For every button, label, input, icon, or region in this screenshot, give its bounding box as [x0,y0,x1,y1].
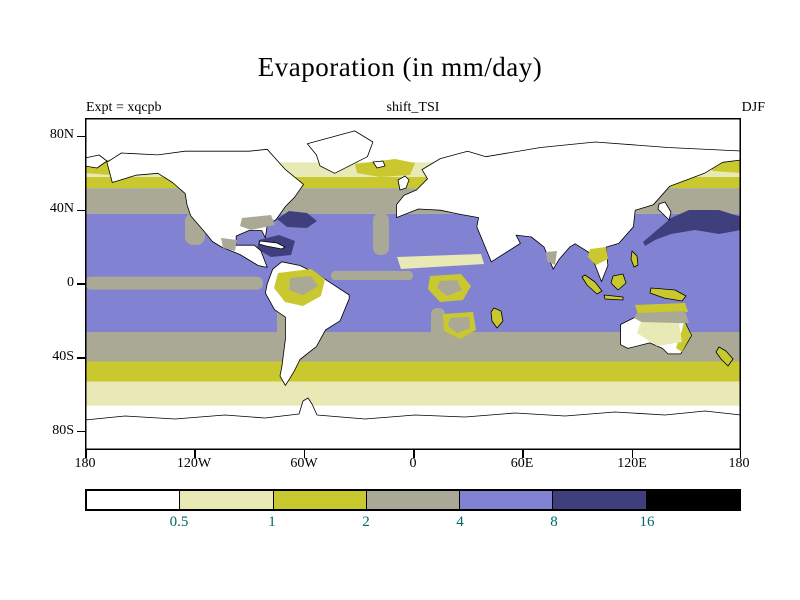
southeast-us-gray-patch [240,215,275,230]
colorbar-label: 16 [639,514,655,530]
benguela-coast-band [431,308,445,348]
south-india-gray-patch [546,251,557,265]
y-axis-tick [77,357,85,359]
equatorial-dry-band [85,276,263,290]
y-axis-label: 80N [49,127,74,142]
field-subtitle-label: shift_TSI [386,100,440,115]
colorbar-label: 4 [456,514,464,530]
atlantic-itcz-band [331,271,413,280]
gulf-stream-max-patch [277,211,317,228]
central-australia-pale-patch [637,322,682,346]
chukotka-edge [85,154,108,169]
y-axis-label: 0 [67,275,74,290]
north-australia-gray-patch [634,311,689,324]
iceland [372,160,386,169]
antarctica [85,397,741,450]
madagascar [490,307,504,329]
sahel-pale-band [397,254,484,269]
y-axis-tick [77,135,85,138]
colorbar-cell-4-8 [459,491,553,509]
british-isles [397,175,410,191]
colorbar-label: 2 [362,514,370,530]
continent-north-america [106,148,304,268]
x-axis-tick [194,450,196,458]
southeast-asia-olive-patch [588,247,608,265]
japan [657,201,672,221]
colorbar-label: 0.5 [169,514,189,530]
y-axis-label: 40N [49,201,74,216]
y-axis-label: 80S [52,423,74,438]
colorbar-cell-below-0.5 [87,491,180,509]
philippines [630,250,639,268]
java [603,294,624,301]
congo-gray-core [437,280,462,296]
north-australia-olive-fringe [635,303,688,314]
north-atlantic-olive-patch [355,159,415,177]
mexico-gray-patch [221,238,237,251]
x-axis-label: 60E [510,456,534,471]
borneo [610,273,627,291]
map-frame [85,118,741,450]
x-axis-label: 60W [290,456,318,471]
greenland [306,130,374,174]
kuroshio-max-patch [643,210,741,246]
colorbar-label: 1 [268,514,276,530]
colorbar [85,489,741,511]
x-axis-label: 180 [728,456,750,471]
colorbar-cell-above-16 [645,491,739,509]
season-label: DJF [741,100,765,115]
colorbar-label: 8 [550,514,558,530]
continent-eurasia [396,141,741,282]
cuba [258,240,286,250]
southern-africa-gray-core [448,317,470,333]
east-australia-olive-strip [676,322,691,352]
world-map [85,118,741,450]
x-axis-tick [85,450,87,458]
x-axis-tick [739,450,741,458]
new-zealand [715,346,734,367]
new-guinea [649,287,687,302]
x-axis-label: 120E [617,456,647,471]
colorbar-cell-8-16 [552,491,646,509]
x-axis-tick [413,450,415,458]
x-axis-label: 120W [176,456,212,471]
amazon-gray-core [289,276,318,295]
canary-coast-band [373,213,389,255]
y-axis-tick [77,209,85,211]
x-axis-label: 0 [409,456,417,471]
y-axis-tick [77,430,85,433]
sumatra [581,274,603,295]
colorbar-cell-0.5-1 [179,491,273,509]
colorbar-cell-2-4 [365,491,460,509]
x-axis-tick [303,450,306,458]
land-shading [221,215,691,352]
map-svg [85,118,741,450]
x-axis-label: 180 [74,456,96,471]
y-axis-label: 40S [52,349,74,364]
y-axis-tick [77,283,85,285]
colorbar-cell-1-2 [272,491,366,509]
experiment-label: Expt = xqcpb [86,100,162,115]
x-axis-tick [631,450,634,458]
plot-title: Evaporation (in mm/day) [257,52,543,82]
x-axis-tick [522,450,524,458]
